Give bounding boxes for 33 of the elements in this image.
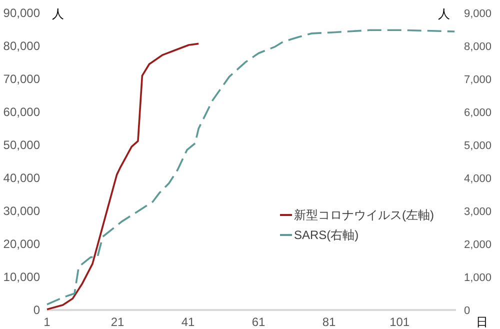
- y2-tick-label: 9,000: [464, 8, 492, 20]
- y-tick-label: 50,000: [3, 138, 40, 152]
- y2-tick-label: 5,000: [464, 140, 492, 152]
- y-tick-label: 90,000: [3, 6, 40, 20]
- x-tick-label: 21: [110, 315, 125, 329]
- line-series: [46, 29, 456, 306]
- line-series: [46, 42, 200, 310]
- y-tick-label: 20,000: [3, 237, 40, 252]
- y-tick-label: 0: [33, 303, 40, 318]
- y2-axis-title: 人: [438, 7, 450, 21]
- y-tick-label: 80,000: [3, 39, 40, 54]
- y2-tick-label: 0: [464, 304, 470, 317]
- y2-tick-label: 3,000: [464, 206, 492, 218]
- y-tick-label: 30,000: [3, 204, 40, 218]
- x-tick-label: 81: [322, 315, 336, 329]
- y2-tick-label: 1,000: [464, 272, 492, 284]
- y2-tick-label: 4,000: [464, 172, 492, 185]
- legend-label: 新型コロナウイルス(左軸): [294, 208, 434, 222]
- x-tick-label: 1: [44, 315, 51, 329]
- x-tick-label: 101: [390, 315, 410, 329]
- x-axis-title: 日: [476, 315, 488, 329]
- y2-tick-label: 8,000: [464, 40, 492, 53]
- y2-tick-label: 7,000: [464, 74, 492, 86]
- y2-tick-label: 6,000: [464, 106, 492, 119]
- y-tick-label: 60,000: [3, 105, 40, 120]
- x-tick-label: 41: [181, 315, 196, 329]
- y-tick-label: 40,000: [3, 171, 40, 186]
- y-tick-label: 10,000: [3, 270, 40, 284]
- y2-tick-label: 2,000: [464, 238, 492, 251]
- y-axis-title: 人: [52, 7, 64, 21]
- legend-label: SARS(右軸): [294, 228, 359, 242]
- x-tick-label: 61: [252, 315, 266, 329]
- y-tick-label: 70,000: [3, 72, 40, 86]
